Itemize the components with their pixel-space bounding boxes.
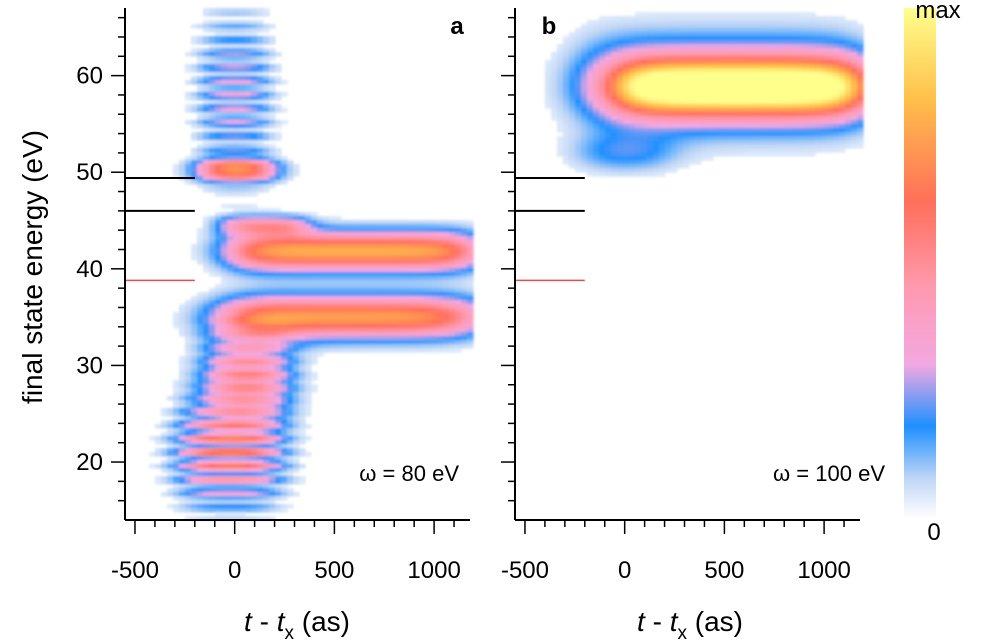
x-tick-label: 500 [314, 557, 354, 584]
x-axis-title-b: t - tx (as) [637, 606, 743, 643]
panel-b: -500 0 500 1000 b ω = 100 eV [501, 8, 885, 584]
y-tick-label: 20 [76, 449, 103, 476]
y-tick-label: 60 [76, 63, 103, 90]
x-tick-label: 0 [228, 557, 241, 584]
heatmap-b [545, 12, 864, 177]
panel-letter-b: b [542, 13, 557, 40]
x-tick-label: 500 [704, 557, 744, 584]
x-tick-label: -500 [111, 557, 159, 584]
x-tick-label: 1000 [407, 557, 460, 584]
y-tick-label: 40 [76, 256, 103, 283]
x-tick-label: 0 [618, 557, 631, 584]
x-tick-label: -500 [501, 557, 549, 584]
axes-b: -500 0 500 1000 [501, 8, 860, 584]
x-axis-title-a: t - tx (as) [244, 606, 350, 643]
panel-a: -500 0 500 1000 20 30 40 50 60 a ω = 80 eV [76, 8, 474, 584]
omega-label-b: ω = 100 eV [773, 461, 885, 486]
panel-letter-a: a [450, 13, 464, 40]
heatmap-a [149, 8, 474, 521]
colorbar-gradient [904, 8, 936, 518]
y-tick-label: 30 [76, 352, 103, 379]
colorbar: max 0 [904, 0, 961, 546]
x-tick-label: 1000 [797, 557, 850, 584]
axes-a: -500 0 500 1000 20 30 40 50 60 [76, 8, 470, 584]
omega-label-a: ω = 80 eV [359, 461, 459, 486]
reference-lines-a [125, 177, 195, 282]
reference-lines-b [515, 177, 585, 282]
y-tick-label: 50 [76, 159, 103, 186]
y-axis-title: final state energy (eV) [17, 130, 48, 404]
colorbar-max-label: max [915, 0, 960, 24]
colorbar-min-label: 0 [927, 519, 940, 546]
